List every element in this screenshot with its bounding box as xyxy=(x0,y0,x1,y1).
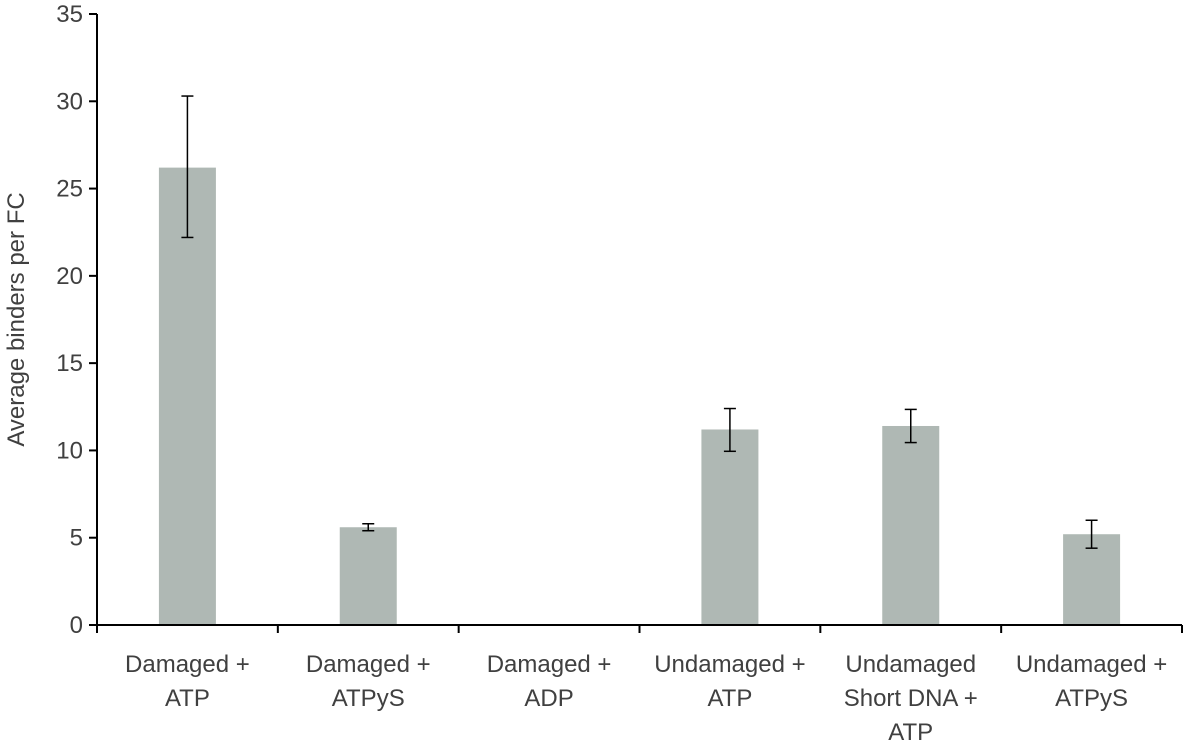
y-axis-title: Average binders per FC xyxy=(3,192,30,446)
y-tick-label: 15 xyxy=(56,350,83,377)
x-category-label-line: Undamaged + xyxy=(654,651,805,678)
x-axis-labels: Damaged + ATP Damaged + ATPyS Damaged + ADP Un… xyxy=(125,651,1167,746)
y-tick-label: 10 xyxy=(56,437,83,464)
x-category-label-line: ATPyS xyxy=(1055,685,1128,712)
x-category-label-line: Short DNA + xyxy=(844,685,978,712)
x-category-label: Damaged + ATPyS xyxy=(306,651,431,712)
y-tick-label: 5 xyxy=(70,525,83,552)
bar xyxy=(701,429,759,625)
x-category-label-line: Damaged + xyxy=(125,651,250,678)
bar xyxy=(158,167,216,625)
x-category-label-line: Damaged + xyxy=(306,651,431,678)
bar xyxy=(882,425,940,625)
y-tick-label: 35 xyxy=(56,1,83,28)
x-category-label-line: Damaged + xyxy=(487,651,612,678)
error-bars-group xyxy=(181,95,1098,549)
x-category-label: Undamaged + ATPyS xyxy=(1016,651,1167,712)
bar xyxy=(1063,534,1121,625)
bars-group xyxy=(158,167,1121,625)
y-tick-label: 0 xyxy=(70,612,83,639)
x-category-label-line: ATPyS xyxy=(332,685,405,712)
x-category-label: Damaged + ADP xyxy=(487,651,612,712)
x-category-label-line: ATP xyxy=(888,719,933,746)
x-category-label-line: Undamaged + xyxy=(1016,651,1167,678)
bar xyxy=(339,527,397,625)
x-category-label-line: ATP xyxy=(707,685,752,712)
x-category-label: Undamaged + ATP xyxy=(654,651,805,712)
axes-group xyxy=(96,14,1183,633)
x-category-label: Undamaged Short DNA + ATP xyxy=(844,651,978,746)
y-tick-label: 20 xyxy=(56,263,83,290)
x-category-label-line: ATP xyxy=(165,685,210,712)
y-tick-label: 25 xyxy=(56,176,83,203)
x-category-label: Damaged + ATP xyxy=(125,651,250,712)
y-axis-ticks: 0 5 10 15 20 25 30 35 xyxy=(56,1,97,639)
x-category-label-line: ADP xyxy=(524,685,573,712)
x-category-label-line: Undamaged xyxy=(845,651,976,678)
y-tick-label: 30 xyxy=(56,88,83,115)
